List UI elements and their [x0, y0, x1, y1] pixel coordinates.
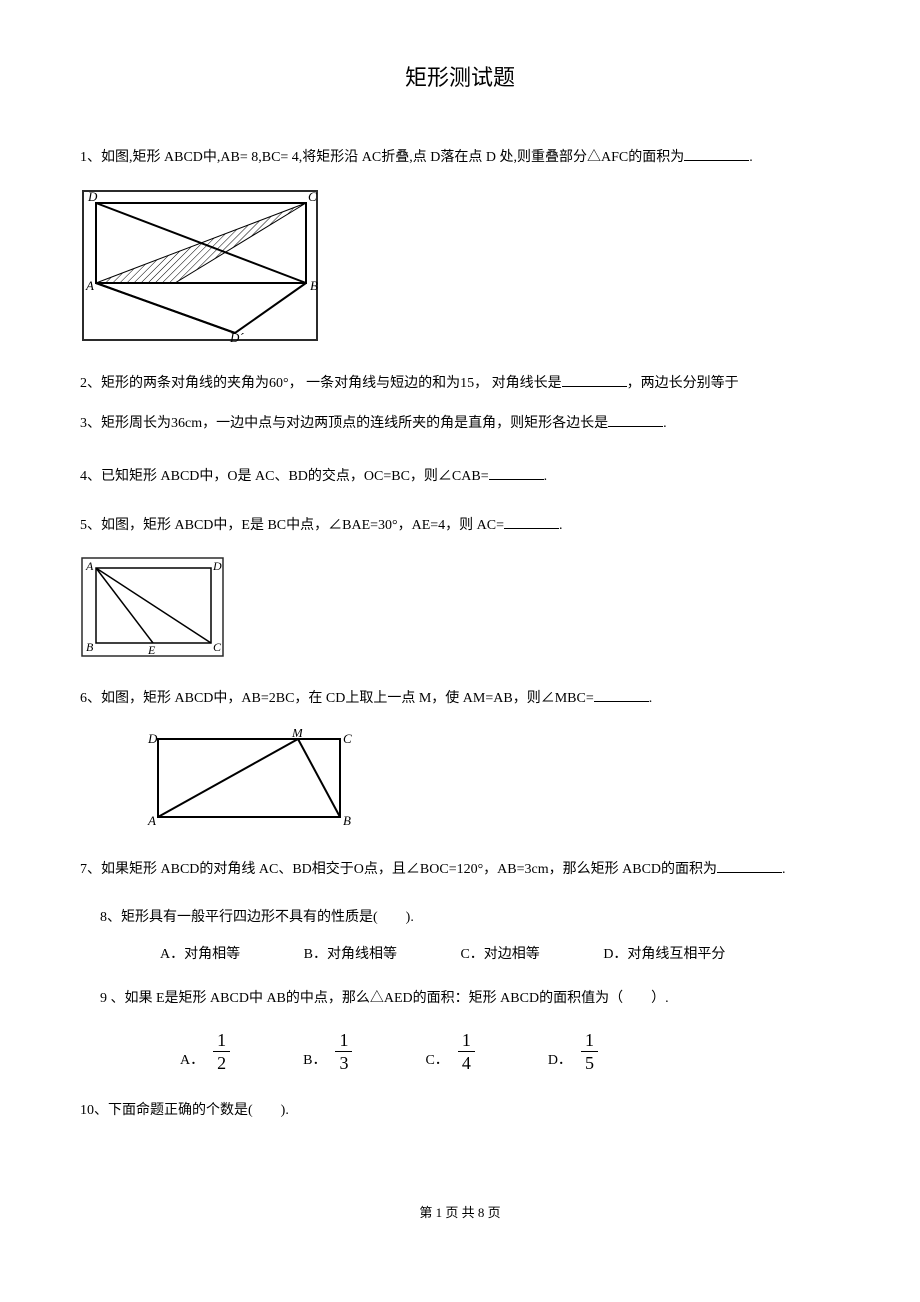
q9-b-den: 3: [335, 1052, 352, 1072]
q9-d-den: 5: [581, 1052, 598, 1072]
q6-text-a: 6、如图，矩形 ABCD中，AB=2BC，在 CD上取上一点 M，使 AM=AB…: [80, 691, 594, 706]
fig-label: D: [147, 731, 158, 746]
question-7: 7、如果矩形 ABCD的对角线 AC、BD相交于O点，且∠BOC=120°，AB…: [80, 857, 840, 882]
q9-text: 9 、如果 E是矩形 ABCD中 AB的中点，那么△AED的面积：矩形 ABCD…: [100, 991, 669, 1006]
q4-text-b: .: [544, 469, 548, 484]
q3-blank: [608, 412, 663, 427]
q3-text-b: .: [663, 416, 667, 431]
fig-label: A: [85, 559, 94, 573]
fig-label: E: [147, 643, 156, 657]
fig-label: D: [87, 189, 98, 204]
q9-c-den: 4: [458, 1052, 475, 1072]
q7-text-b: .: [782, 862, 786, 877]
q9-opt-d: D． 15: [548, 1031, 601, 1072]
q4-text-a: 4、已知矩形 ABCD中，O是 AC、BD的交点，OC=BC，则∠CAB=: [80, 469, 489, 484]
q1-figure: D C A B D´: [80, 188, 840, 343]
q9-a-num: 1: [213, 1031, 230, 1052]
question-10: 10、下面命题正确的个数是( ).: [80, 1098, 840, 1123]
q9-opt-c: C． 14: [425, 1031, 477, 1072]
q9-a-den: 2: [213, 1052, 230, 1072]
q5-blank: [504, 514, 559, 529]
q8-options: A．对角相等 B．对角线相等 C．对边相等 D．对角线互相平分: [160, 944, 840, 966]
q8-opt-d: D．对角线互相平分: [603, 947, 725, 962]
q8-opt-b: B．对角线相等: [304, 947, 397, 962]
q2-text-a: 2、矩形的两条对角线的夹角为60°， 一条对角线与短边的和为15， 对角线长是: [80, 376, 562, 391]
q9-c-num: 1: [458, 1031, 475, 1052]
q6-figure: D M C A B: [140, 729, 840, 829]
q6-blank: [594, 687, 649, 702]
fig-label: C: [343, 731, 352, 746]
q9-opt-c-label: C．: [425, 1050, 448, 1072]
q1-blank: [684, 146, 749, 161]
q7-blank: [717, 858, 782, 873]
q1-text-b: .: [749, 150, 753, 165]
fig-label: D: [212, 559, 222, 573]
q8-opt-a: A．对角相等: [160, 947, 240, 962]
page-footer: 第 1 页 共 8 页: [80, 1203, 840, 1224]
question-1: 1、如图,矩形 ABCD中,AB= 8,BC= 4,将矩形沿 AC折叠,点 D落…: [80, 145, 840, 170]
fig-label: A: [85, 278, 94, 293]
q2-blank-1: [562, 372, 627, 387]
question-2: 2、矩形的两条对角线的夹角为60°， 一条对角线与短边的和为15， 对角线长是 ，…: [80, 371, 840, 396]
question-4: 4、已知矩形 ABCD中，O是 AC、BD的交点，OC=BC，则∠CAB=.: [80, 464, 840, 489]
fig-label: B: [310, 278, 318, 293]
q9-options: A． 12 B． 13 C． 14 D． 15: [180, 1031, 840, 1072]
q9-opt-d-label: D．: [548, 1050, 572, 1072]
fig-label: C: [308, 189, 317, 204]
q9-b-num: 1: [335, 1031, 352, 1052]
fig-label: M: [291, 729, 304, 740]
fig-label: A: [147, 813, 156, 828]
q9-d-num: 1: [581, 1031, 598, 1052]
q9-opt-b-label: B．: [303, 1050, 326, 1072]
q6-text-b: .: [649, 691, 653, 706]
q8-text: 8、矩形具有一般平行四边形不具有的性质是( ).: [100, 910, 414, 925]
question-9: 9 、如果 E是矩形 ABCD中 AB的中点，那么△AED的面积：矩形 ABCD…: [100, 986, 840, 1011]
q5-figure: A D B E C: [80, 556, 840, 658]
q8-opt-c: C．对边相等: [460, 947, 539, 962]
q3-text-a: 3、矩形周长为36cm，一边中点与对边两顶点的连线所夹的角是直角，则矩形各边长是: [80, 416, 608, 431]
q2-text-b: ，两边长分别等于: [627, 376, 739, 391]
document-title: 矩形测试题: [80, 60, 840, 95]
q4-blank: [489, 465, 544, 480]
q1-text-a: 1、如图,矩形 ABCD中,AB= 8,BC= 4,将矩形沿 AC折叠,点 D落…: [80, 150, 684, 165]
fig-label: C: [213, 640, 222, 654]
q10-text: 10、下面命题正确的个数是( ).: [80, 1103, 289, 1118]
q9-opt-b: B． 13: [303, 1031, 355, 1072]
question-5: 5、如图，矩形 ABCD中，E是 BC中点，∠BAE=30°，AE=4，则 AC…: [80, 513, 840, 538]
q9-opt-a: A． 12: [180, 1031, 233, 1072]
q5-text-b: .: [559, 518, 563, 533]
question-8: 8、矩形具有一般平行四边形不具有的性质是( ).: [100, 905, 840, 930]
q9-opt-a-label: A．: [180, 1050, 204, 1072]
question-6: 6、如图，矩形 ABCD中，AB=2BC，在 CD上取上一点 M，使 AM=AB…: [80, 686, 840, 711]
fig-label: B: [343, 813, 351, 828]
fig-label: B: [86, 640, 94, 654]
q5-text-a: 5、如图，矩形 ABCD中，E是 BC中点，∠BAE=30°，AE=4，则 AC…: [80, 518, 504, 533]
fig-label: D´: [229, 330, 244, 343]
q7-text-a: 7、如果矩形 ABCD的对角线 AC、BD相交于O点，且∠BOC=120°，AB…: [80, 862, 717, 877]
question-3: 3、矩形周长为36cm，一边中点与对边两顶点的连线所夹的角是直角，则矩形各边长是…: [80, 411, 840, 436]
